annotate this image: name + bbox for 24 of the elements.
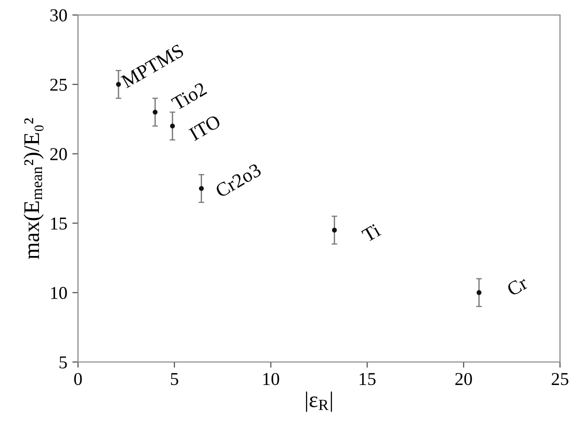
annotation: Cr — [506, 276, 529, 296]
y-tick-label: 20 — [50, 148, 67, 160]
x-axis-title: |ε$_{R}$| — [306, 392, 332, 412]
y-tick-label: 25 — [50, 78, 67, 91]
y-tick-label: 30 — [50, 9, 67, 22]
y-tick-label: 10 — [51, 286, 67, 300]
point — [152, 110, 158, 115]
annotation: Cr2o3 — [214, 163, 262, 198]
x-tick-label: 10 — [263, 372, 280, 386]
point — [198, 186, 204, 191]
x-tick-label: 25 — [552, 372, 568, 386]
point — [332, 228, 337, 233]
x-tick-label: 5 — [170, 373, 178, 386]
y-tick-label: 15 — [51, 218, 67, 230]
y-axis-title: max(E$_{mean}$²)/E₀² — [24, 118, 44, 260]
x-tick-label: 0 — [74, 372, 82, 386]
point — [116, 82, 121, 87]
y-tick-label: 5 — [60, 356, 67, 368]
point — [476, 290, 482, 296]
x-tick-label: 15 — [360, 373, 376, 386]
x-tick-label: 20 — [455, 372, 472, 386]
annotation: Ti — [361, 223, 382, 242]
annotation: ITO — [188, 114, 222, 142]
point — [170, 124, 175, 128]
